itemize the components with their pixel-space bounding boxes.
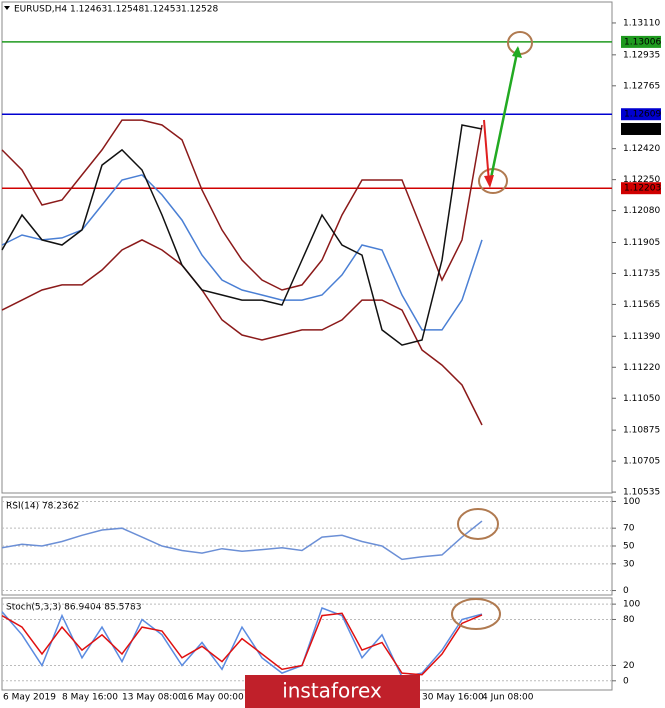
y-tick-label: 1.10875 [623, 426, 660, 436]
x-tick-label: 16 May 00:00 [182, 693, 244, 703]
level-label-box [621, 35, 661, 48]
y-tick-label: 1.11390 [623, 332, 660, 342]
level-label: 1.12609 [624, 110, 661, 120]
y-tick-label: 100 [623, 600, 640, 610]
series-line [1, 119, 483, 291]
y-tick-label: 30 [623, 559, 635, 569]
arrow-head [484, 175, 494, 188]
y-tick-label: 1.12935 [623, 50, 660, 60]
last-price-label: 1.12528 [624, 124, 661, 134]
y-tick-label: 0 [623, 676, 629, 686]
level-label-box [621, 108, 661, 121]
rsi-title: RSI(14) 78.2362 [6, 502, 79, 512]
stoch-title: Stoch(5,3,3) 86.9404 85.5783 [6, 603, 141, 613]
symbol-title: EURUSD,H4 [14, 5, 67, 15]
price-panel [1, 1, 613, 494]
series-line [1, 520, 483, 561]
x-tick-label: 6 May 2019 [3, 693, 56, 703]
level-label: 1.13006 [624, 37, 661, 47]
series-line [1, 124, 483, 346]
ohlc-value: 1.12453 [144, 5, 181, 15]
y-tick-label: 1.12250 [623, 175, 660, 185]
down-arrow [483, 119, 490, 183]
ohlc-value: 1.12548 [107, 5, 144, 15]
watermark-box [245, 675, 420, 708]
x-tick-label: 30 May 16:00 [422, 693, 484, 703]
watermark: instaforex [282, 679, 382, 703]
y-tick-label: 1.13110 [623, 18, 660, 28]
y-tick-label: 1.10535 [623, 488, 660, 498]
series-line [1, 612, 483, 676]
series-line [1, 239, 483, 426]
y-tick-label: 1.11735 [623, 269, 660, 279]
y-tick-label: 100 [623, 497, 640, 507]
ohlc-value: 1.12528 [181, 5, 218, 15]
y-tick-label: 1.11905 [623, 238, 660, 248]
level-label-box [621, 182, 661, 195]
y-tick-label: 1.12765 [623, 81, 660, 91]
last-price-box [621, 122, 661, 135]
y-tick-label: 1.11220 [623, 363, 660, 373]
y-tick-label: 20 [623, 661, 635, 671]
x-tick-label: 4 Jun 08:00 [482, 693, 534, 703]
y-tick-label: 1.11050 [623, 394, 660, 404]
stoch-circle [451, 598, 501, 630]
y-tick-label: 0 [623, 586, 629, 596]
y-tick-label: 1.11565 [623, 300, 660, 310]
y-tick-label: 1.12080 [623, 206, 660, 216]
y-tick-label: 70 [623, 524, 635, 534]
y-tick-label: 1.10705 [623, 457, 660, 467]
y-tick-label: 80 [623, 615, 635, 625]
ohlc-value: 1.12463 [70, 5, 107, 15]
level-label: 1.12203 [624, 184, 661, 194]
rsi-circle [457, 508, 499, 540]
y-tick-label: 1.12420 [623, 144, 660, 154]
x-tick-label: 8 May 16:00 [62, 693, 118, 703]
annotations [451, 31, 533, 630]
up-arrow [489, 47, 520, 179]
menu-arrow [4, 6, 10, 10]
y-tick-label: 50 [623, 542, 635, 552]
x-tick-label: 13 May 08:00 [122, 693, 184, 703]
arrow-head [512, 46, 522, 58]
